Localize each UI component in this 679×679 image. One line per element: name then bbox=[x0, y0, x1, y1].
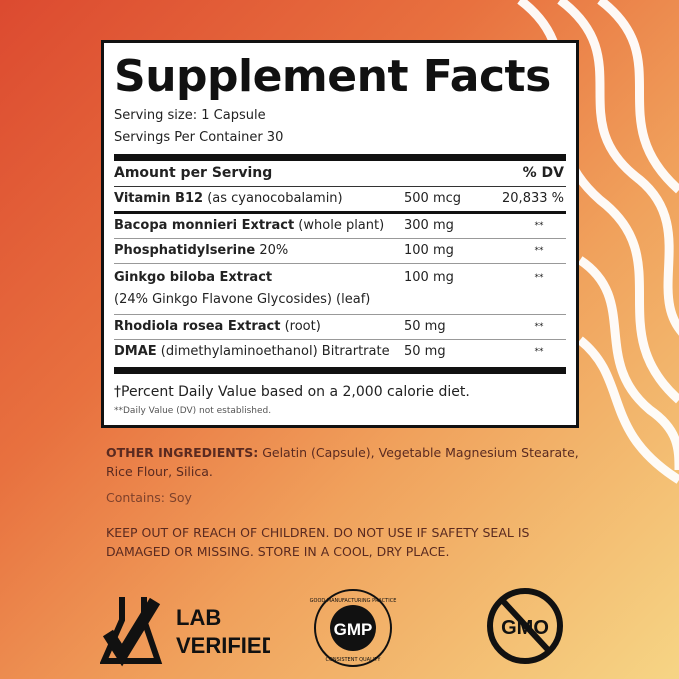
table-row: Rhodiola rosea Extract (root) 50 mg ** bbox=[114, 315, 566, 340]
ingredient-dv: ** bbox=[534, 322, 544, 332]
ingredient-name: Ginkgo biloba Extract bbox=[114, 270, 273, 285]
panel-title: Supplement Facts bbox=[114, 51, 551, 102]
gmp-badge: GMP GOOD MANUFACTURING PRACTICE CONSISTE… bbox=[307, 588, 399, 672]
flask-check-icon: LAB VERIFIED bbox=[99, 597, 277, 667]
table-row: Ginkgo biloba Extract (24% Ginkgo Flavone… bbox=[114, 264, 566, 315]
gmp-top-text: GOOD MANUFACTURING PRACTICE bbox=[310, 598, 397, 604]
footnote-dv: †Percent Daily Value based on a 2,000 ca… bbox=[114, 384, 470, 400]
contains: Contains: Soy bbox=[106, 490, 192, 505]
ingredient-detail: (dimethylaminoethanol) Bitrartrate bbox=[156, 344, 390, 359]
ingredient-name: Vitamin B12 bbox=[114, 191, 204, 206]
no-gmo-icon: GMO bbox=[487, 588, 563, 664]
other-ingredients-text: Gelatin (Capsule), Vegetable Magnesium S… bbox=[106, 445, 579, 479]
ingredient-detail: (root) bbox=[280, 319, 321, 334]
table-row: DMAE (dimethylaminoethanol) Bitrartrate 5… bbox=[114, 340, 566, 364]
table-row: Phosphatidylserine 20% 100 mg ** bbox=[114, 239, 566, 264]
ingredient-dv: ** bbox=[534, 246, 544, 256]
non-gmo-badge: GMO bbox=[482, 588, 568, 672]
ingredient-amount: 100 mg bbox=[404, 243, 454, 258]
ingredient-name: DMAE bbox=[114, 344, 157, 359]
gmo-text: GMO bbox=[501, 617, 549, 639]
ingredient-name: Rhodiola rosea Extract bbox=[114, 319, 281, 334]
ingredient-dv: ** bbox=[534, 347, 544, 357]
ingredient-detail: 20% bbox=[255, 243, 289, 258]
ingredient-dv: ** bbox=[534, 273, 544, 283]
ingredient-amount: 50 mg bbox=[404, 344, 446, 359]
table-row: Bacopa monnieri Extract (whole plant) 300… bbox=[114, 214, 566, 239]
ingredient-detail: (24% Ginkgo Flavone Glycosides) (leaf) bbox=[114, 292, 371, 307]
ingredient-dv: 20,833 % bbox=[502, 191, 564, 206]
divider bbox=[114, 367, 566, 374]
amount-header: Amount per Serving bbox=[114, 165, 273, 181]
verified-text: VERIFIED bbox=[176, 633, 270, 658]
ingredient-amount: 300 mg bbox=[404, 218, 454, 233]
table-header: Amount per Serving % DV bbox=[114, 161, 566, 187]
lab-text: LAB bbox=[176, 605, 221, 630]
lab-verified-badge: LAB VERIFIED bbox=[99, 595, 277, 674]
gmp-bottom-text: CONSISTENT QUALITY bbox=[326, 657, 382, 663]
other-ingredients: OTHER INGREDIENTS: Gelatin (Capsule), Ve… bbox=[106, 443, 586, 481]
servings-per-container: Servings Per Container 30 bbox=[114, 130, 284, 145]
dv-header: % DV bbox=[522, 165, 564, 181]
divider bbox=[114, 154, 566, 161]
other-ingredients-label: OTHER INGREDIENTS: bbox=[106, 445, 259, 460]
ingredient-detail: (whole plant) bbox=[294, 218, 385, 233]
ingredient-detail: (as cyanocobalamin) bbox=[203, 191, 343, 206]
footnote-not-established: **Daily Value (DV) not established. bbox=[114, 406, 272, 416]
serving-size: Serving size: 1 Capsule bbox=[114, 108, 266, 123]
warning: KEEP OUT OF REACH OF CHILDREN. DO NOT US… bbox=[106, 525, 530, 559]
gmp-text: GMP bbox=[334, 620, 373, 639]
ingredient-dv: ** bbox=[534, 221, 544, 231]
ingredient-amount: 50 mg bbox=[404, 319, 446, 334]
table-row: Vitamin B12 (as cyanocobalamin) 500 mcg 20… bbox=[114, 187, 566, 214]
ingredient-amount: 100 mg bbox=[404, 270, 454, 285]
ingredient-amount: 500 mcg bbox=[404, 191, 462, 206]
ingredient-name: Bacopa monnieri Extract bbox=[114, 218, 295, 233]
supplement-facts-panel: Supplement Facts Serving size: 1 Capsule… bbox=[101, 40, 579, 428]
ingredient-name: Phosphatidylserine bbox=[114, 243, 256, 258]
